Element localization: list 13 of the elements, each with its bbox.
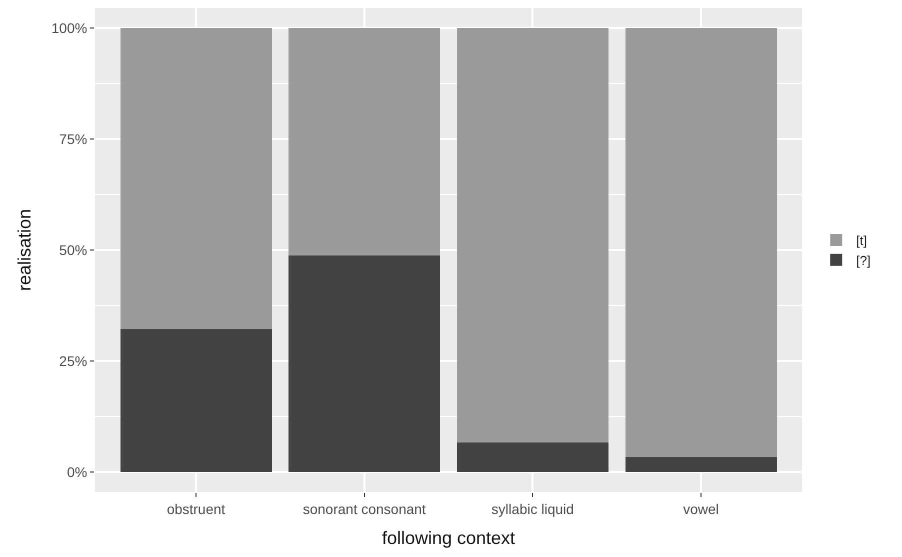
x-tick-label: obstruent <box>166 500 226 517</box>
y-tick-label: 75% <box>59 130 88 147</box>
x-tick-label: sonorant consonant <box>302 500 426 517</box>
y-tick-label: 50% <box>59 242 88 258</box>
y-tick-label: 0% <box>66 464 88 480</box>
x-tick-label: vowel <box>683 500 719 517</box>
y-tick-label: 100% <box>51 20 88 36</box>
legend-label: [?] <box>856 252 871 268</box>
x-tick-label: syllabic liquid <box>491 500 574 517</box>
y-axis-title: realisation <box>14 208 35 292</box>
y-tick-label: 25% <box>59 352 88 369</box>
legend-label: [t] <box>856 233 867 248</box>
x-axis-title: following context <box>382 528 516 548</box>
